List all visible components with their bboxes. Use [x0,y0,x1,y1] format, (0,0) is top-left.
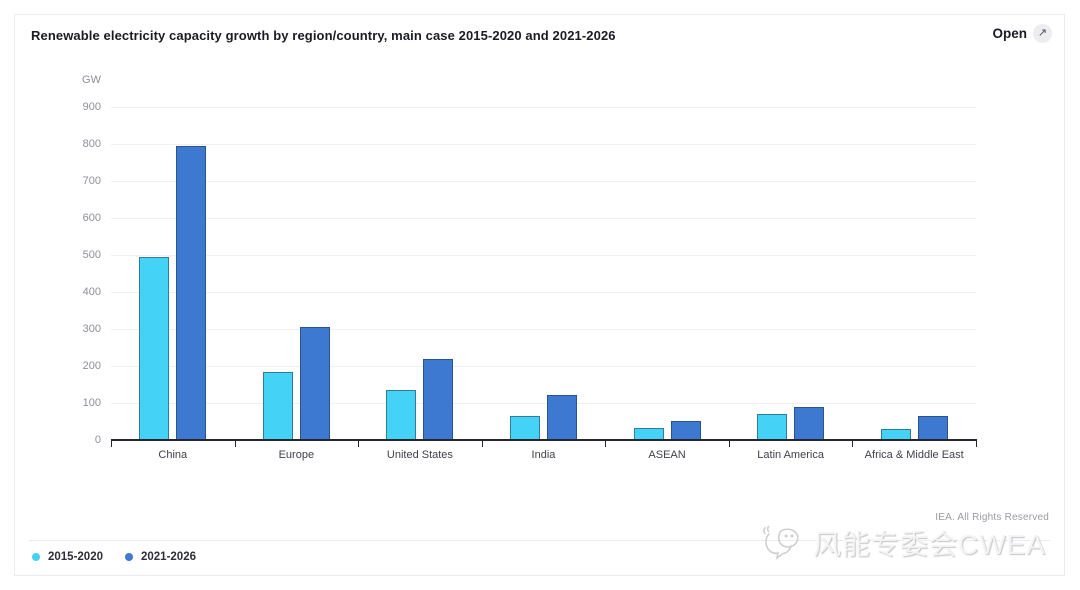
bar-2021-2026-Africa & Middle East[interactable] [917,415,948,440]
wechat-logo-icon [763,525,799,560]
x-axis-tick [852,441,854,447]
chart-title: Renewable electricity capacity growth by… [31,28,616,43]
gridline [111,254,976,256]
x-axis-category-label: ASEAN [648,449,686,461]
y-axis-tick-label: 0 [94,434,101,446]
x-axis-category-label: Europe [278,449,315,461]
x-axis-tick [976,441,977,447]
bar-2015-2020-China[interactable] [139,256,170,440]
x-axis-category-label: India [531,449,556,461]
legend-dot [125,553,133,561]
x-axis-tick [111,441,112,447]
bar-2015-2020-Latin America[interactable] [757,414,788,440]
gridline [111,291,976,293]
x-axis-tick [605,441,607,447]
legend: 2015-2020 2021-2026 [32,551,196,563]
x-axis-line [111,439,977,441]
x-axis-category-label: China [158,449,188,461]
x-axis-tick [234,441,236,447]
bar-2021-2026-China[interactable] [176,145,207,440]
gridline [111,106,976,108]
bar-2015-2020-Europe[interactable] [262,371,293,440]
gridline [111,365,976,367]
y-axis-tick-label: 500 [82,249,101,261]
y-axis-tick-label: 300 [82,323,101,335]
y-axis-unit-label: GW [82,74,101,86]
bar-2021-2026-ASEAN[interactable] [670,420,701,440]
legend-label: 2015-2020 [48,551,103,563]
open-button[interactable]: Open ↗ [992,24,1052,43]
legend-label: 2021-2026 [141,551,196,563]
open-button-label: Open [992,26,1027,41]
y-axis-tick-label: 800 [82,138,101,150]
gridline [111,217,976,219]
y-axis-tick-label: 700 [82,175,101,187]
x-axis-category-label: Africa & Middle East [864,449,964,461]
legend-item[interactable]: 2015-2020 [32,551,103,563]
copyright-text: IEA. All Rights Reserved [935,512,1049,523]
bar-2015-2020-United States[interactable] [386,390,417,440]
expand-arrow-icon: ↗ [1033,24,1052,43]
gridline [111,402,976,404]
gridline [111,143,976,145]
bar-2015-2020-India[interactable] [510,415,540,440]
chart-card: Renewable electricity capacity growth by… [14,14,1065,576]
legend-item[interactable]: 2021-2026 [125,551,196,563]
y-axis-tick-label: 900 [82,101,101,113]
bar-2021-2026-United States[interactable] [423,358,454,440]
bar-chart: GW 0 100 200 300 400 500 600 700 800 900 China Euro… [15,15,1064,575]
y-axis-tick-label: 600 [82,212,101,224]
x-axis-tick [358,441,360,447]
y-axis-tick-label: 100 [82,397,101,409]
y-axis-tick-label: 200 [82,360,101,372]
x-axis-tick [728,441,730,447]
x-axis-category-label: Latin America [757,449,824,461]
watermark: 风能专委会CWEA [759,520,1046,566]
gridline [111,180,976,182]
legend-dot [32,553,40,561]
gridline [111,328,976,330]
bar-2021-2026-India[interactable] [547,394,577,440]
bar-2021-2026-Latin America[interactable] [794,407,825,440]
x-axis-tick [481,441,483,447]
x-axis-category-label: United States [386,449,453,461]
watermark-text: 风能专委会CWEA [812,529,1046,560]
y-axis-tick-label: 400 [82,286,101,298]
footer-divider [29,540,1050,541]
bar-2021-2026-Europe[interactable] [299,327,330,440]
